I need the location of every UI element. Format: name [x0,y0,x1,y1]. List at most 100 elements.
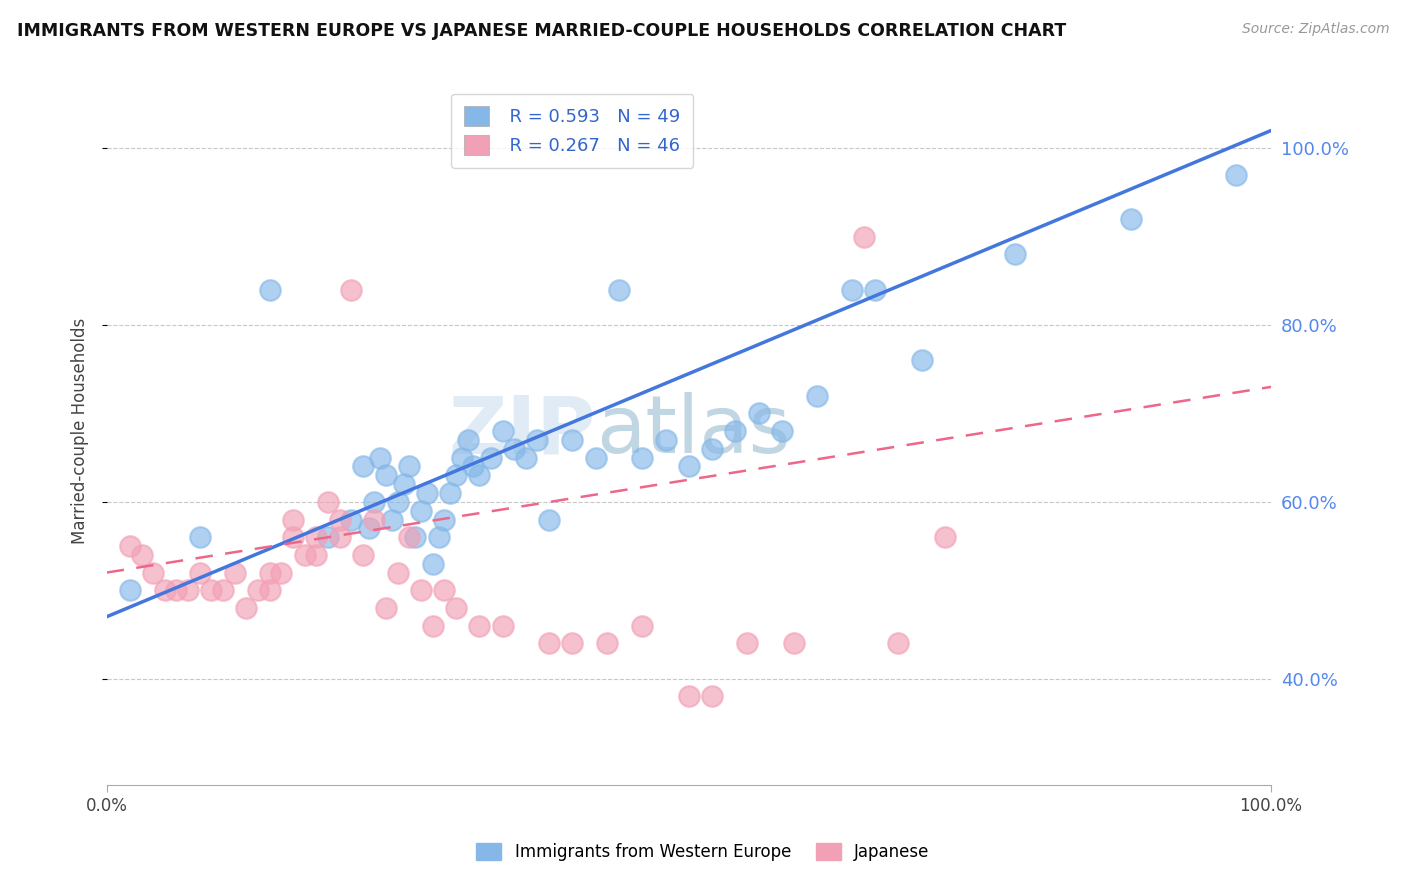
Point [479,450,502,465]
Point [305,530,328,544]
Point [561,433,583,447]
Text: IMMIGRANTS FROM WESTERN EUROPE VS JAPANESE MARRIED-COUPLE HOUSEHOLDS CORRELATION: IMMIGRANTS FROM WESTERN EUROPE VS JAPANE… [17,22,1066,40]
Point [863,283,886,297]
Point [439,486,461,500]
Point [381,512,404,526]
Point [177,583,200,598]
Point [468,468,491,483]
Point [259,283,281,297]
Point [526,433,548,447]
Point [1004,247,1026,261]
Point [678,459,700,474]
Point [166,583,188,598]
Point [887,636,910,650]
Point [782,636,804,650]
Point [387,566,409,580]
Point [153,583,176,598]
Text: atlas: atlas [596,392,790,470]
Point [748,406,770,420]
Point [911,353,934,368]
Point [596,636,619,650]
Point [433,512,456,526]
Point [398,530,420,544]
Legend:   R = 0.593   N = 49,   R = 0.267   N = 46: R = 0.593 N = 49, R = 0.267 N = 46 [451,94,693,168]
Legend: Immigrants from Western Europe, Japanese: Immigrants from Western Europe, Japanese [470,836,936,868]
Point [457,433,479,447]
Point [561,636,583,650]
Point [328,530,350,544]
Point [468,618,491,632]
Point [409,583,432,598]
Point [503,442,526,456]
Point [316,530,339,544]
Point [724,424,747,438]
Point [352,459,374,474]
Point [607,283,630,297]
Point [631,618,654,632]
Point [368,450,391,465]
Point [328,512,350,526]
Point [259,566,281,580]
Point [387,495,409,509]
Point [515,450,537,465]
Point [118,583,141,598]
Point [416,486,439,500]
Point [340,512,363,526]
Point [200,583,222,598]
Point [491,618,513,632]
Point [270,566,292,580]
Point [363,495,385,509]
Point [281,530,304,544]
Point [375,601,398,615]
Y-axis label: Married-couple Households: Married-couple Households [72,318,89,544]
Point [247,583,270,598]
Point [392,477,415,491]
Point [259,583,281,598]
Point [409,504,432,518]
Point [770,424,793,438]
Point [654,433,676,447]
Point [188,566,211,580]
Point [444,601,467,615]
Point [735,636,758,650]
Point [357,521,380,535]
Text: ZIP: ZIP [449,392,596,470]
Point [142,566,165,580]
Point [538,636,561,650]
Point [404,530,426,544]
Point [1121,211,1143,226]
Point [118,539,141,553]
Point [281,512,304,526]
Point [585,450,607,465]
Point [375,468,398,483]
Point [934,530,956,544]
Point [422,618,444,632]
Point [1225,168,1247,182]
Point [841,283,863,297]
Point [702,690,724,704]
Point [316,495,339,509]
Point [678,690,700,704]
Point [427,530,450,544]
Point [806,389,828,403]
Point [422,557,444,571]
Point [433,583,456,598]
Point [352,548,374,562]
Point [444,468,467,483]
Point [463,459,485,474]
Point [491,424,513,438]
Point [131,548,153,562]
Point [363,512,385,526]
Point [398,459,420,474]
Point [450,450,472,465]
Point [188,530,211,544]
Point [852,229,875,244]
Point [538,512,561,526]
Point [631,450,654,465]
Point [294,548,316,562]
Point [224,566,246,580]
Point [305,548,328,562]
Point [702,442,724,456]
Point [340,283,363,297]
Point [235,601,257,615]
